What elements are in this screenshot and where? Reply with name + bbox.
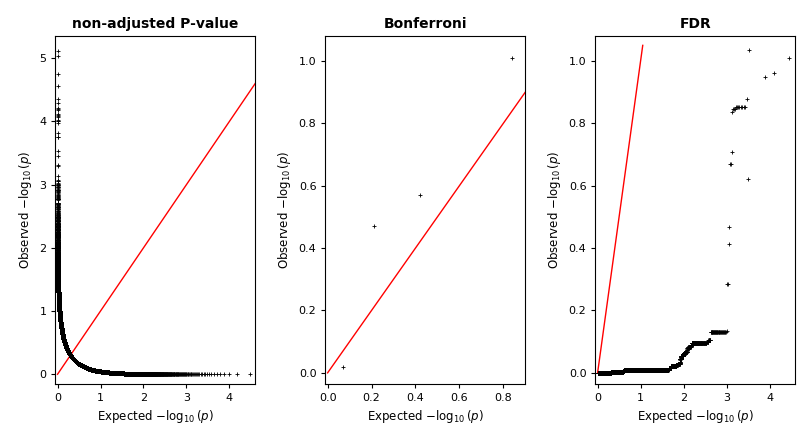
Y-axis label: Observed $-\log_{10}(p)$: Observed $-\log_{10}(p)$	[17, 151, 33, 269]
Title: non-adjusted P-value: non-adjusted P-value	[72, 17, 238, 30]
Title: FDR: FDR	[679, 17, 710, 30]
X-axis label: Expected $-\log_{10}(p)$: Expected $-\log_{10}(p)$	[367, 408, 483, 425]
X-axis label: Expected $-\log_{10}(p)$: Expected $-\log_{10}(p)$	[97, 408, 213, 425]
Y-axis label: Observed $-\log_{10}(p)$: Observed $-\log_{10}(p)$	[546, 151, 563, 269]
Title: Bonferroni: Bonferroni	[383, 17, 466, 30]
X-axis label: Expected $-\log_{10}(p)$: Expected $-\log_{10}(p)$	[636, 408, 753, 425]
Y-axis label: Observed $-\log_{10}(p)$: Observed $-\log_{10}(p)$	[276, 151, 293, 269]
